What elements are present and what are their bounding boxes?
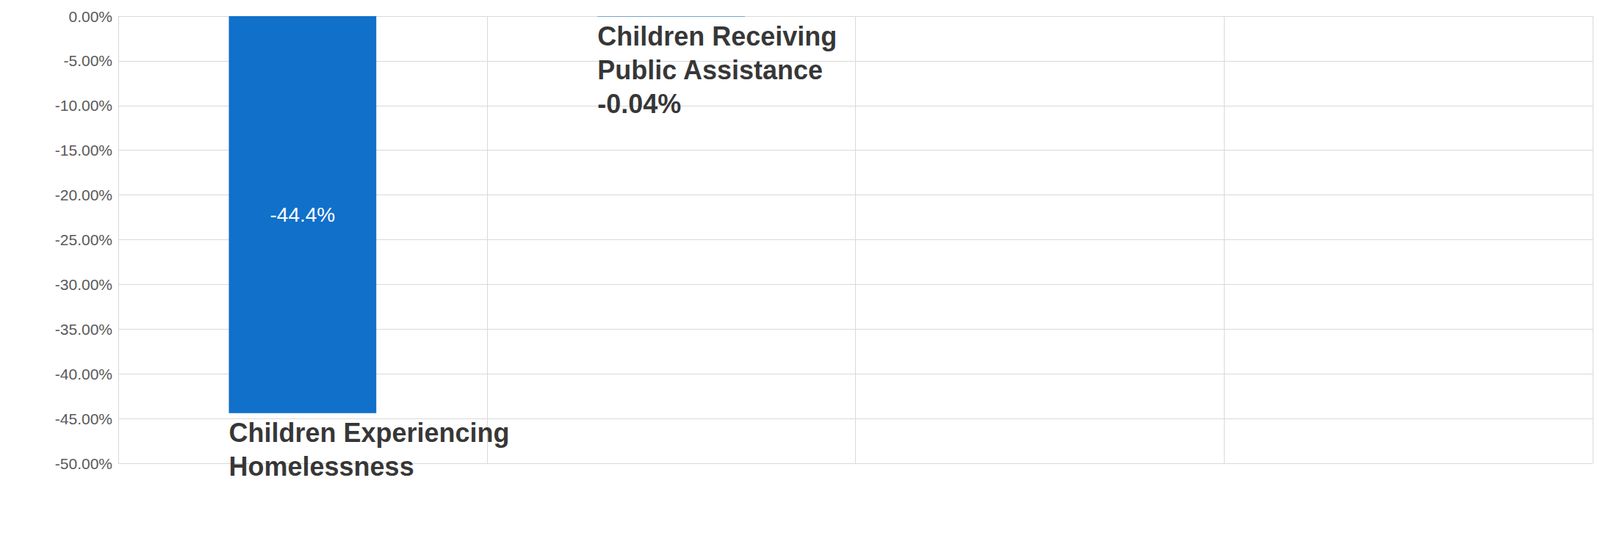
- svg-text:Children Receiving: Children Receiving: [597, 21, 845, 52]
- svg-text:-15.00%: -15.00%: [55, 141, 113, 159]
- svg-text:-25.00%: -25.00%: [55, 231, 113, 249]
- svg-text:-0.04%: -0.04%: [597, 88, 681, 120]
- svg-text:-20.00%: -20.00%: [55, 186, 113, 204]
- svg-text:-10.00%: -10.00%: [55, 96, 113, 114]
- svg-text:-44.4%: -44.4%: [270, 203, 336, 227]
- svg-text:-40.00%: -40.00%: [55, 365, 113, 383]
- svg-text:Children Experiencing: Children Experiencing: [229, 417, 518, 449]
- svg-text:-5.00%: -5.00%: [63, 52, 113, 70]
- svg-text:-30.00%: -30.00%: [55, 276, 113, 294]
- svg-text:-45.00%: -45.00%: [55, 410, 113, 428]
- svg-text:-50.00%: -50.00%: [55, 455, 113, 473]
- svg-text:-35.00%: -35.00%: [55, 321, 113, 338]
- svg-text:Public Assistance: Public Assistance: [597, 55, 823, 86]
- svg-text:Homelessness: Homelessness: [229, 451, 415, 482]
- svg-text:0.00%: 0.00%: [68, 8, 113, 25]
